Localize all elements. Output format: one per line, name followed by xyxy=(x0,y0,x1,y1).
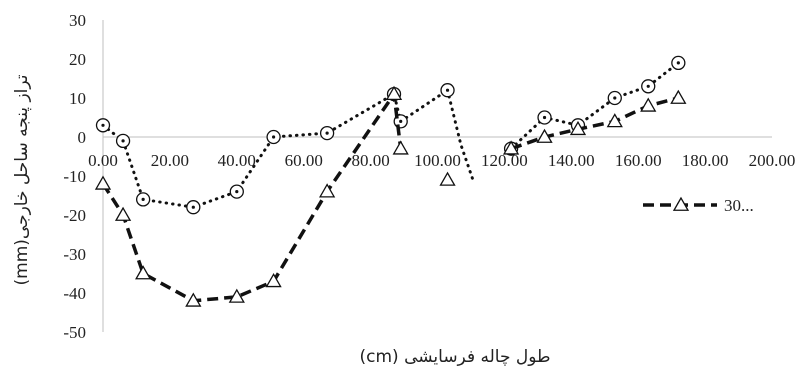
series-line xyxy=(509,61,680,151)
y-tick-label: -30 xyxy=(63,245,86,264)
triangle-marker xyxy=(536,128,553,143)
circle-marker-dot xyxy=(121,139,125,143)
triangle-marker xyxy=(670,89,687,104)
y-axis-title: تراز پنجه ساحل خارجی(mm) xyxy=(12,74,32,285)
x-tick-label: 100.00 xyxy=(414,151,461,170)
circle-marker-dot xyxy=(141,197,145,201)
circle-marker-dot xyxy=(542,115,547,120)
circle-marker-dot xyxy=(646,84,650,88)
series-line xyxy=(101,89,403,303)
y-tick-label: 20 xyxy=(69,50,86,69)
circle-marker-dot xyxy=(325,131,329,135)
x-tick-label: 200.00 xyxy=(749,151,796,170)
y-tick-label: 0 xyxy=(78,128,87,147)
y-tick-label: 10 xyxy=(69,89,86,108)
x-tick-label: 60.00 xyxy=(285,151,323,170)
circle-marker-dot xyxy=(235,190,239,194)
triangle-marker xyxy=(392,140,409,155)
x-tick-label: 40.00 xyxy=(218,151,256,170)
triangle-marker xyxy=(185,292,202,307)
series-2 xyxy=(94,85,687,307)
triangle-marker xyxy=(569,120,587,136)
triangle-marker xyxy=(640,97,657,112)
y-tick-label: -10 xyxy=(63,167,86,186)
x-tick-label: 0.00 xyxy=(88,151,118,170)
triangle-marker xyxy=(228,288,245,303)
triangle-marker xyxy=(385,85,403,100)
series-line-tail xyxy=(446,88,476,186)
y-tick-label: -20 xyxy=(63,206,86,225)
axis-ticks: 30 20 10 0 -10 -20 -30 -40 -50 0.00 20.00 40.00 60.0… xyxy=(63,11,795,342)
circle-marker-dot xyxy=(676,61,680,65)
circle-marker-dot xyxy=(191,205,195,209)
legend: 30... xyxy=(643,196,754,215)
circle-marker-dot xyxy=(613,96,617,100)
triangle-marker xyxy=(94,175,112,190)
series-line xyxy=(510,96,679,151)
y-tick-label: 30 xyxy=(69,11,86,30)
x-tick-label: 80.00 xyxy=(351,151,389,170)
triangle-marker xyxy=(265,272,282,288)
triangle-marker xyxy=(502,140,520,155)
triangle-marker xyxy=(672,196,690,211)
x-tick-label: 120.00 xyxy=(481,151,528,170)
circle-marker-dot xyxy=(271,135,276,139)
x-tick-label: 140.00 xyxy=(548,151,595,170)
x-tick-label: 180.00 xyxy=(682,151,729,170)
circle-marker-dot xyxy=(101,123,105,127)
x-tick-label: 20.00 xyxy=(151,151,189,170)
x-axis-title: طول چاله فرسایشی (cm) xyxy=(359,347,550,367)
y-tick-label: -50 xyxy=(63,323,86,342)
plot-area xyxy=(94,20,772,332)
legend-label: 30... xyxy=(724,196,754,215)
triangle-marker xyxy=(606,113,623,128)
triangle-marker xyxy=(135,265,152,280)
triangle-marker xyxy=(318,183,336,198)
series-1 xyxy=(95,55,686,215)
circle-marker-dot xyxy=(445,88,450,92)
x-tick-label: 160.00 xyxy=(615,151,662,170)
y-tick-label: -40 xyxy=(63,284,86,303)
circle-marker-dot xyxy=(399,119,403,123)
triangle-marker xyxy=(439,171,456,186)
triangle-marker xyxy=(114,206,132,221)
